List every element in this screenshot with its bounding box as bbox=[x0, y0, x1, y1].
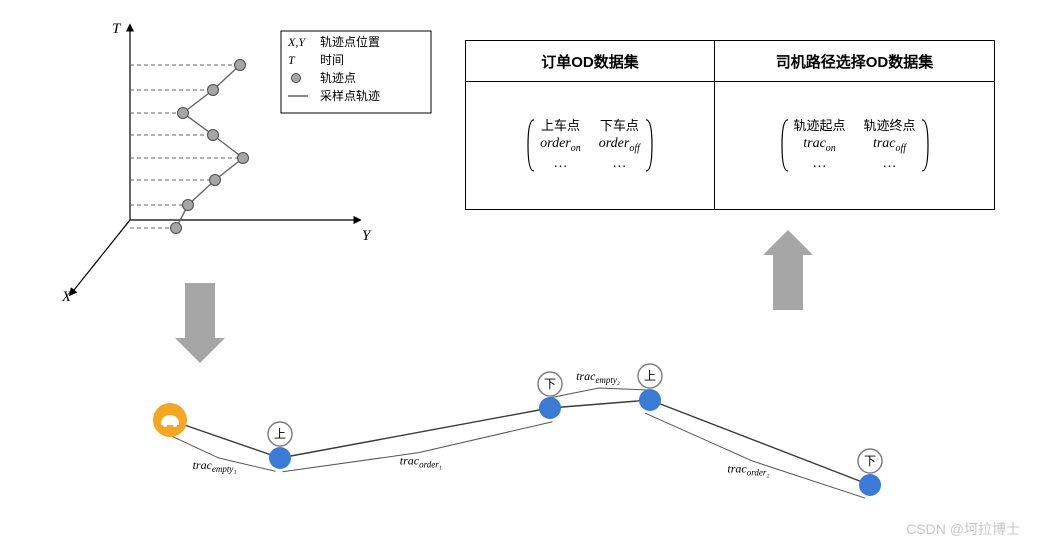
svg-text:下: 下 bbox=[544, 377, 556, 391]
svg-text:X,Y: X,Y bbox=[287, 35, 306, 49]
svg-text:tracorder₁: tracorder₁ bbox=[400, 453, 442, 469]
header-order-od: 订单OD数据集 bbox=[466, 41, 715, 81]
arrow-up bbox=[748, 225, 828, 325]
svg-text:X: X bbox=[61, 289, 72, 305]
od-datasets-table: 订单OD数据集 司机路径选择OD数据集 上车点orderon… 下车点order… bbox=[465, 40, 995, 210]
svg-text:上: 上 bbox=[274, 427, 286, 441]
trajectory-diagram: tracempty₁tracorder₁tracempty₂tracorder₂… bbox=[0, 350, 1040, 549]
watermark: CSDN @坷拉博士 bbox=[906, 519, 1020, 539]
header-driver-od: 司机路径选择OD数据集 bbox=[715, 41, 994, 81]
svg-text:轨迹点位置: 轨迹点位置 bbox=[320, 34, 380, 49]
svg-text:T: T bbox=[112, 21, 122, 37]
svg-text:轨迹点: 轨迹点 bbox=[320, 71, 356, 85]
legend-box: X,Y轨迹点位置T时间轨迹点采样点轨迹 bbox=[280, 30, 450, 130]
matrix-driver: 轨迹起点tracon… 轨迹终点tracoff… bbox=[715, 82, 994, 209]
svg-text:上: 上 bbox=[644, 369, 656, 383]
svg-text:Y: Y bbox=[362, 228, 372, 244]
svg-text:时间: 时间 bbox=[320, 53, 344, 67]
matrix-order: 上车点orderon… 下车点orderoff… bbox=[466, 82, 715, 209]
svg-text:tracempty₂: tracempty₂ bbox=[576, 369, 620, 385]
svg-text:采样点轨迹: 采样点轨迹 bbox=[320, 88, 380, 103]
svg-text:下: 下 bbox=[864, 454, 876, 468]
svg-text:tracorder₂: tracorder₂ bbox=[727, 461, 769, 477]
